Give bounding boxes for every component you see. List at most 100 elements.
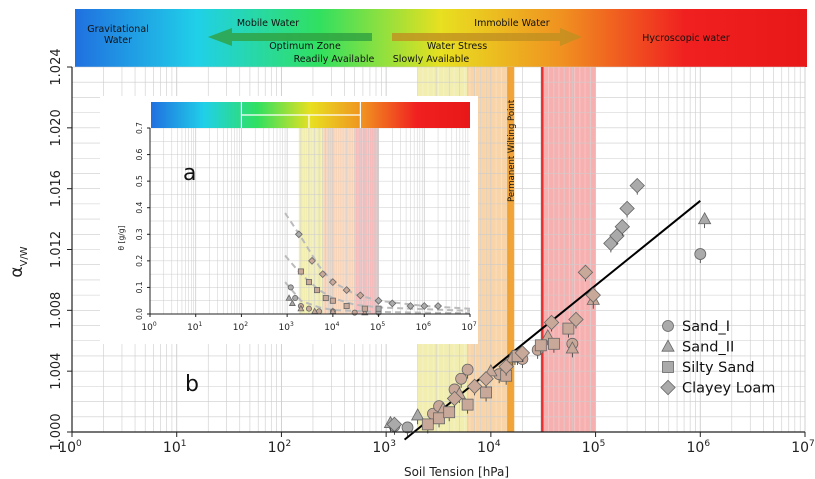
panel-label-a: a bbox=[183, 161, 196, 186]
legend-marker-sand_i bbox=[662, 320, 674, 332]
top-bar-label-gravitational: Gravitational Water bbox=[87, 24, 149, 46]
inset-point-sand_i bbox=[287, 284, 294, 291]
inset-x-tick-label: 105 bbox=[370, 321, 385, 333]
inset-y-tick-label: 0.3 bbox=[135, 228, 144, 240]
inset-x-tick-label: 106 bbox=[416, 321, 431, 333]
x-tick-exp: 3 bbox=[390, 439, 396, 449]
point-clayey-loam bbox=[543, 314, 560, 331]
inset-x-tick-exp: 5 bbox=[381, 321, 385, 328]
inset-x-tick-label: 107 bbox=[461, 321, 476, 333]
point-silty-sand bbox=[480, 386, 492, 399]
inset-point-silty-sand bbox=[305, 279, 312, 286]
legend-label: Clayey Loam bbox=[682, 381, 775, 397]
point-silty-sand bbox=[534, 339, 547, 352]
point-silty-sand bbox=[548, 337, 560, 350]
inset-point-clayey-loam bbox=[420, 302, 429, 310]
point-clayey-loam bbox=[614, 218, 631, 235]
inset-color-bar bbox=[151, 102, 470, 128]
top-bar-label-optimum: Optimum Zone bbox=[269, 41, 341, 52]
top-bar-label-line: Slowly Available bbox=[393, 54, 470, 65]
inset-y-axis-title: θ [g/g] bbox=[117, 225, 126, 250]
inset-x-tick-base: 10 bbox=[279, 323, 291, 333]
inset-y-tick-label: 0.2 bbox=[135, 255, 144, 267]
inset-grid bbox=[149, 127, 470, 315]
legend-marker-silty-sand bbox=[662, 361, 674, 373]
permanent-wilting-point-line bbox=[507, 67, 515, 432]
y-tick-label: 1.004 bbox=[49, 353, 64, 390]
x-tick-label: 107 bbox=[791, 439, 815, 456]
inset-fit-curve bbox=[284, 212, 471, 310]
inset-y-tick-label: 0.5 bbox=[135, 175, 144, 187]
top-bar-label-line: Water bbox=[104, 35, 132, 46]
y-tick-label: 1.020 bbox=[49, 109, 64, 146]
point-clayey-loam bbox=[478, 371, 494, 387]
mobile-water-arrow bbox=[208, 28, 372, 46]
point-sand_ii bbox=[410, 408, 425, 421]
inset-x-tick-exp: 7 bbox=[473, 321, 477, 328]
top-bar-label-stress: Water Stress bbox=[427, 41, 487, 52]
x-tick-exp: 1 bbox=[181, 439, 187, 449]
x-tick-exp: 4 bbox=[495, 439, 501, 449]
y-tick-label: 1.012 bbox=[49, 231, 64, 268]
point-clayey-loam bbox=[619, 200, 635, 217]
inset-point-sand_i bbox=[305, 305, 312, 312]
legend-marker-sand_ii bbox=[661, 339, 675, 352]
point-sand_i bbox=[461, 363, 474, 376]
top-bar-label-readily: Readily Available bbox=[294, 54, 375, 65]
inset-point-clayey-loam bbox=[342, 286, 351, 295]
inset-point-clayey-loam bbox=[406, 302, 415, 310]
legend-label: Sand_I bbox=[682, 319, 730, 335]
inset-point-clayey-loam bbox=[356, 291, 365, 300]
x-tick-base: 10 bbox=[163, 440, 181, 456]
x-tick-base: 10 bbox=[791, 440, 809, 456]
x-tick-base: 10 bbox=[58, 440, 76, 456]
x-tick-label: 106 bbox=[687, 439, 711, 456]
inset-y-tick-label: 0.1 bbox=[135, 281, 144, 293]
top-bar-label-line: Mobile Water bbox=[237, 18, 299, 29]
inset-x-tick-label: 101 bbox=[187, 321, 202, 333]
inset-x-tick-base: 10 bbox=[370, 323, 382, 333]
y-tick-label: 1.024 bbox=[49, 48, 64, 85]
inset-y-tick-label: 0.7 bbox=[135, 122, 144, 134]
legend: Sand_I Sand_II Silty Sand Clayey Loam bbox=[660, 319, 775, 397]
point-sand_i bbox=[401, 421, 414, 434]
x-tick-base: 10 bbox=[477, 440, 495, 456]
inset-x-tick-label: 100 bbox=[141, 321, 156, 333]
inset-y-tick-label: 0.0 bbox=[135, 308, 144, 320]
inset-x-tick-base: 10 bbox=[416, 323, 428, 333]
inset-point-silty-sand bbox=[314, 287, 321, 294]
inset-x-tick-exp: 2 bbox=[244, 321, 248, 328]
main-points bbox=[383, 177, 712, 437]
inset-y-tick-label: 0.6 bbox=[135, 148, 144, 160]
inset-point-clayey-loam bbox=[374, 296, 383, 305]
inset-chart: 100 101 102 103 104 105 106 1070.00.10.20.30.40… bbox=[100, 96, 478, 344]
inset-point-clayey-loam bbox=[308, 256, 316, 265]
point-silty-sand bbox=[461, 398, 474, 411]
x-tick-base: 10 bbox=[268, 440, 286, 456]
x-tick-exp: 0 bbox=[76, 439, 82, 449]
panel-label-b: b bbox=[185, 372, 199, 397]
permanent-wilting-point-label: Permanent Wilting Point bbox=[507, 99, 517, 202]
top-bar-label-line: Gravitational bbox=[87, 24, 149, 35]
top-bar-label-mobile: Mobile Water bbox=[237, 18, 299, 29]
inset-x-tick-base: 10 bbox=[461, 323, 473, 333]
x-tick-label: 103 bbox=[372, 439, 396, 456]
x-tick-label: 104 bbox=[477, 439, 501, 456]
water-availability-bar: Gravitational Water Mobile Water Optimum Zo… bbox=[75, 9, 807, 67]
inset-x-tick-exp: 4 bbox=[336, 321, 340, 328]
inset-point-sand_ii bbox=[288, 299, 296, 306]
inset-x-tick-exp: 6 bbox=[427, 321, 431, 328]
inset-point-silty-sand bbox=[322, 295, 329, 302]
x-tick-base: 10 bbox=[372, 440, 390, 456]
inset-x-tick-base: 10 bbox=[324, 323, 336, 333]
x-tick-exp: 5 bbox=[600, 439, 606, 449]
x-axis-title: Soil Tension [hPa] bbox=[404, 465, 509, 479]
x-tick-label: 101 bbox=[163, 439, 187, 456]
inset-x-tick-label: 103 bbox=[279, 321, 294, 333]
top-bar-label-line: Water Stress bbox=[427, 41, 487, 52]
inset-background-box bbox=[100, 96, 478, 344]
legend-label: Silty Sand bbox=[682, 360, 755, 376]
point-sand_i bbox=[694, 248, 707, 260]
inset-x-tick-base: 10 bbox=[141, 323, 153, 333]
point-silty-sand bbox=[421, 418, 434, 431]
